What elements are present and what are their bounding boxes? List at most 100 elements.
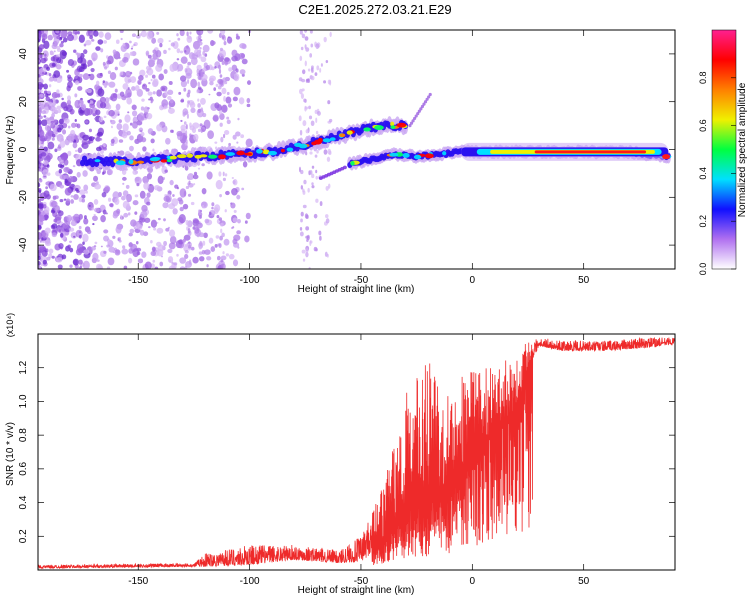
noise-blob [38, 153, 43, 159]
noise-blob [116, 123, 123, 130]
noise-blob [215, 179, 223, 190]
noise-blob [197, 128, 201, 133]
snr-y-tick-label: 1.0 [18, 394, 29, 408]
noise-blob [226, 36, 233, 44]
ridge-peak [199, 154, 208, 158]
noise-blob [38, 209, 41, 215]
noise-blob [184, 250, 189, 254]
noise-blob [201, 187, 207, 195]
ridge-peak [402, 153, 410, 158]
noise-blob [168, 81, 173, 85]
noise-blob [93, 198, 99, 205]
noise-blob [212, 114, 219, 122]
noise-blob [221, 263, 224, 269]
noise-blob [141, 204, 148, 213]
noise-blob [81, 103, 87, 111]
noise-blob [94, 241, 98, 245]
noise-blob [38, 38, 41, 43]
noise-blob [137, 258, 144, 264]
noise-blob [302, 188, 305, 193]
noise-blob [311, 182, 314, 186]
noise-blob [148, 57, 156, 64]
noise-blob [140, 210, 148, 219]
noise-blob [44, 239, 51, 245]
noise-blob [46, 194, 51, 200]
noise-blob [122, 83, 129, 90]
noise-blob [147, 226, 151, 229]
noise-blob [184, 253, 189, 260]
noise-blob [70, 195, 74, 198]
noise-blob [122, 42, 126, 47]
noise-blob [112, 49, 117, 55]
noise-blob [114, 249, 121, 256]
noise-blob [235, 131, 241, 137]
noise-blob [104, 66, 108, 70]
noise-blob [73, 194, 79, 200]
noise-blob [326, 156, 331, 162]
noise-blob [183, 190, 187, 197]
noise-blob [233, 209, 237, 213]
noise-blob [218, 68, 222, 75]
noise-blob [200, 30, 203, 35]
noise-blob [130, 76, 137, 84]
noise-blob [304, 106, 309, 110]
noise-blob [317, 110, 321, 116]
noise-blob [189, 122, 192, 128]
noise-blob [300, 211, 304, 217]
colorbar-frame [711, 29, 737, 270]
noise-blob [218, 171, 222, 177]
ridge-peak [389, 152, 399, 157]
noise-blob [138, 74, 144, 81]
noise-blob [172, 208, 178, 215]
noise-blob [115, 39, 120, 44]
noise-blob [206, 264, 209, 268]
ridge-peak [396, 122, 407, 128]
noise-blob [220, 228, 223, 234]
noise-blob [198, 209, 201, 215]
noise-blob [233, 73, 240, 82]
noise-blob [127, 111, 130, 114]
noise-blob [110, 119, 116, 125]
noise-blob [63, 158, 69, 166]
streak [414, 114, 418, 118]
noise-blob [202, 67, 206, 73]
ridge-peak [390, 125, 396, 130]
noise-blob [168, 47, 171, 51]
noise-blob [94, 117, 97, 120]
noise-blob [315, 130, 319, 135]
noise-blob [95, 46, 101, 51]
noise-blob [189, 242, 192, 247]
noise-blob [93, 99, 97, 103]
noise-blob [38, 189, 42, 194]
noise-blob [55, 30, 60, 34]
noise-blob [38, 51, 43, 59]
noise-blob [46, 66, 50, 71]
noise-blob [126, 97, 133, 105]
snr-y-tick-label: 0.2 [18, 529, 29, 543]
noise-blob [236, 230, 241, 235]
noise-blob [105, 212, 108, 215]
ridge-peak [169, 155, 177, 160]
noise-blob [43, 214, 49, 221]
noise-blob [95, 136, 101, 142]
noise-blob [95, 109, 101, 116]
noise-blob [302, 258, 306, 262]
noise-blob [220, 255, 227, 261]
noise-blob [216, 91, 222, 97]
noise-blob [200, 107, 204, 112]
noise-blob [40, 258, 43, 262]
noise-blob [185, 124, 188, 130]
noise-blob [202, 240, 206, 246]
noise-blob [38, 95, 41, 100]
noise-blob [41, 119, 48, 127]
noise-blob [197, 103, 201, 108]
noise-blob [156, 249, 164, 257]
noise-blob [78, 266, 82, 269]
noise-blob [323, 149, 328, 155]
noise-blob [311, 185, 315, 189]
noise-blob [232, 226, 235, 229]
noise-blob [60, 30, 68, 39]
ridge-peak [425, 153, 434, 159]
noise-blob [38, 119, 42, 126]
noise-blob [139, 69, 146, 77]
